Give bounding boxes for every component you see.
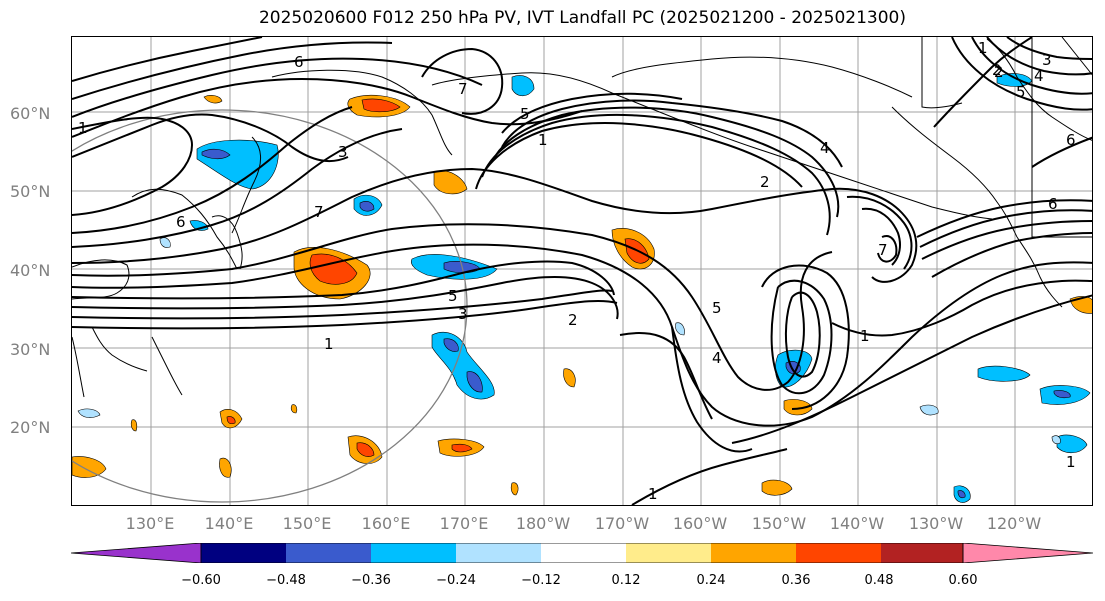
coastlines: [72, 37, 1092, 398]
colorbar-bin: [456, 543, 541, 563]
colorbar-tick: −0.36: [351, 573, 391, 588]
lon-label-130e: 130°E: [125, 514, 175, 533]
contour-label: 5: [520, 105, 530, 123]
contour-label: 3: [1042, 51, 1052, 69]
colorbar-bin: [626, 543, 711, 563]
pv-contours: [72, 37, 1092, 505]
colorbar-tick: 0.36: [781, 573, 811, 588]
colorbar-tick: −0.12: [521, 573, 561, 588]
contour-label: 5: [712, 299, 722, 317]
colorbar: [71, 543, 1093, 563]
colorbar-tick: 0.24: [696, 573, 726, 588]
contour-label: 2: [760, 173, 770, 191]
contour-label: 1: [978, 39, 988, 57]
contour-label: 2: [568, 311, 578, 329]
colorbar-tick: −0.60: [181, 573, 221, 588]
contour-label: 5: [448, 287, 458, 305]
contour-label: 1: [860, 327, 870, 345]
pv-anomaly-positive-fills: [72, 94, 1092, 496]
lat-label-20n: 20°N: [10, 418, 51, 437]
contour-label: 1: [1066, 453, 1076, 471]
contour-label: 7: [458, 80, 468, 98]
contour-label: 6: [176, 213, 186, 231]
contour-label: 5: [1016, 83, 1026, 101]
lat-label-50n: 50°N: [10, 182, 51, 201]
colorbar-extend-low: [71, 543, 202, 563]
contour-label: 4: [1034, 67, 1044, 85]
contour-labels: 6 7 5 1 2 3 4 6 1 7 5 3 1 2 1 5 4 7 2 6 …: [78, 39, 1076, 503]
colorbar-bin: [711, 543, 796, 563]
contour-label: 4: [820, 139, 830, 157]
contour-label: 2: [994, 63, 1004, 81]
contour-label: 7: [314, 203, 324, 221]
lon-label-150w: 150°W: [751, 514, 807, 533]
lon-label-140w: 140°W: [829, 514, 885, 533]
lon-label-160w: 160°W: [672, 514, 728, 533]
colorbar-tick: 0.60: [948, 573, 978, 588]
contour-label: 7: [878, 241, 888, 259]
contour-label: 1: [324, 335, 334, 353]
pv-anomaly-negative-fills: [77, 73, 1091, 503]
contour-label: 6: [1048, 195, 1058, 213]
map-panel[interactable]: 6 7 5 1 2 3 4 6 1 7 5 3 1 2 1 5 4 7 2 6 …: [71, 36, 1093, 506]
contour-label: 3: [338, 143, 348, 161]
colorbar-tick: −0.24: [436, 573, 476, 588]
lon-label-150e: 150°E: [282, 514, 332, 533]
colorbar-bin: [286, 543, 371, 563]
colorbar-bin: [201, 543, 286, 563]
contour-label: 6: [1066, 131, 1076, 149]
colorbar-bin: [371, 543, 456, 563]
contour-label: 2: [992, 61, 1002, 79]
contour-label: 6: [294, 53, 304, 71]
lat-label-60n: 60°N: [10, 104, 51, 123]
colorbar-extend-high: [962, 543, 1093, 563]
lon-label-130w: 130°W: [908, 514, 964, 533]
contour-label: 4: [712, 349, 722, 367]
lon-label-180w: 180°W: [515, 514, 571, 533]
lat-label-40n: 40°N: [10, 261, 51, 280]
figure-title: 2025020600 F012 250 hPa PV, IVT Landfall…: [258, 8, 906, 28]
colorbar-bin: [881, 543, 963, 563]
colorbar-bin: [796, 543, 881, 563]
contour-label: 3: [458, 305, 468, 323]
map-canvas: 6 7 5 1 2 3 4 6 1 7 5 3 1 2 1 5 4 7 2 6 …: [72, 37, 1092, 505]
colorbar-bin: [541, 543, 626, 563]
lon-label-120w: 120°W: [986, 514, 1042, 533]
lon-label-140e: 140°E: [204, 514, 254, 533]
contour-label: 1: [78, 119, 88, 137]
lon-label-170w: 170°W: [594, 514, 650, 533]
contour-label: 1: [538, 131, 548, 149]
colorbar-tick: 0.48: [864, 573, 894, 588]
lon-label-170e: 170°E: [439, 514, 489, 533]
colorbar-tick: 0.12: [611, 573, 641, 588]
lat-label-30n: 30°N: [10, 340, 51, 359]
lon-label-160e: 160°E: [361, 514, 411, 533]
contour-label: 1: [648, 485, 658, 503]
colorbar-tick: −0.48: [266, 573, 306, 588]
